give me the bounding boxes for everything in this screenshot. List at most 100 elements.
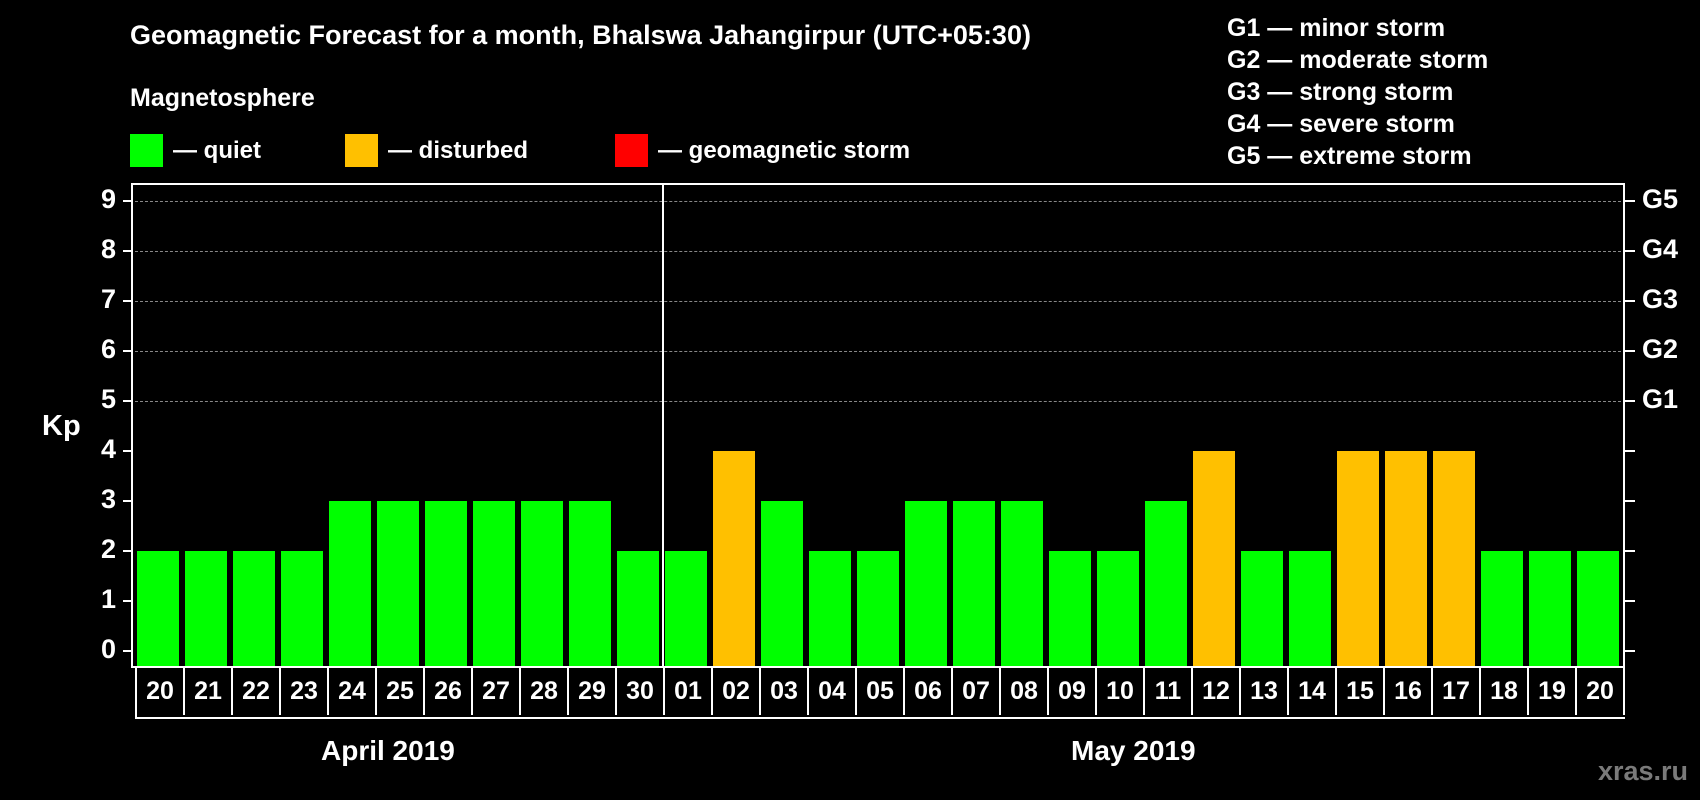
y-tick-mark-right xyxy=(1625,500,1635,502)
y-tick-mark-right xyxy=(1625,450,1635,452)
day-label: 18 xyxy=(1481,667,1529,715)
g-scale-tick-label: G4 xyxy=(1642,234,1679,264)
grid-line xyxy=(135,201,1621,202)
grid-line xyxy=(135,251,1621,252)
y-tick-label: 6 xyxy=(100,334,116,364)
day-label: 30 xyxy=(617,667,665,715)
day-label: 04 xyxy=(809,667,857,715)
g-scale-legend: G1 — minor storm G2 — moderate storm G3 … xyxy=(1227,12,1488,172)
g-scale-tick-label: G3 xyxy=(1642,284,1679,314)
bar-quiet xyxy=(425,501,467,666)
y-tick-mark-right xyxy=(1625,600,1635,602)
day-label: 10 xyxy=(1097,667,1145,715)
month-label-april: April 2019 xyxy=(321,735,455,766)
day-label: 29 xyxy=(569,667,617,715)
bar-quiet xyxy=(809,551,851,666)
y-tick-mark-right xyxy=(1625,650,1635,652)
y-tick-label: 2 xyxy=(100,534,116,564)
y-tick-mark xyxy=(123,300,131,302)
bar-disturbed xyxy=(713,451,755,666)
bar-quiet xyxy=(1577,551,1619,666)
day-label: 28 xyxy=(521,667,569,715)
y-axis-label: Kp xyxy=(42,410,81,442)
day-label: 25 xyxy=(377,667,425,715)
y-tick-label: 1 xyxy=(100,584,116,614)
bar-quiet xyxy=(761,501,803,666)
bar-quiet xyxy=(857,551,899,666)
y-tick-mark-right xyxy=(1625,550,1635,552)
bar-quiet xyxy=(281,551,323,666)
day-label: 19 xyxy=(1529,667,1577,715)
legend-label-storm: — geomagnetic storm xyxy=(658,136,911,164)
day-label: 20 xyxy=(1577,667,1625,715)
day-label: 12 xyxy=(1193,667,1241,715)
y-tick-mark xyxy=(123,250,131,252)
g-scale-item: G1 — minor storm xyxy=(1227,14,1446,42)
day-label: 27 xyxy=(473,667,521,715)
bar-quiet xyxy=(1241,551,1283,666)
day-label: 17 xyxy=(1433,667,1481,715)
g-scale-item: G3 — strong storm xyxy=(1227,78,1454,106)
day-label: 22 xyxy=(233,667,281,715)
y-tick-mark xyxy=(123,450,131,452)
y-tick-label: 3 xyxy=(100,484,116,514)
bar-disturbed xyxy=(1385,451,1427,666)
bar-quiet xyxy=(1529,551,1571,666)
day-label: 06 xyxy=(905,667,953,715)
y-tick-label: 7 xyxy=(100,284,116,314)
y-tick-mark-right xyxy=(1625,400,1635,402)
month-divider xyxy=(662,183,664,668)
bar-quiet xyxy=(185,551,227,666)
disturbed-swatch-icon xyxy=(345,134,378,167)
legend-item-disturbed: — disturbed xyxy=(345,134,528,167)
legend-item-quiet: — quiet xyxy=(130,134,261,167)
day-label: 03 xyxy=(761,667,809,715)
day-label: 09 xyxy=(1049,667,1097,715)
bar-disturbed xyxy=(1337,451,1379,666)
bar-quiet xyxy=(521,501,563,666)
day-label: 02 xyxy=(713,667,761,715)
y-tick-label: 5 xyxy=(100,384,116,414)
y-tick-label: 0 xyxy=(100,634,116,664)
day-label: 23 xyxy=(281,667,329,715)
g-scale-tick-label: G2 xyxy=(1642,334,1679,364)
bar-disturbed xyxy=(1193,451,1235,666)
g-scale-tick-label: G1 xyxy=(1642,384,1679,414)
bar-quiet xyxy=(1097,551,1139,666)
day-label: 20 xyxy=(137,667,185,715)
y-tick-mark-right xyxy=(1625,300,1635,302)
bar-quiet xyxy=(233,551,275,666)
grid-line xyxy=(135,301,1621,302)
legend-subtitle: Magnetosphere xyxy=(130,84,315,112)
bar-quiet xyxy=(953,501,995,666)
bar-quiet xyxy=(1145,501,1187,666)
day-label: 26 xyxy=(425,667,473,715)
bar-quiet xyxy=(1481,551,1523,666)
y-tick-mark xyxy=(123,550,131,552)
storm-swatch-icon xyxy=(615,134,648,167)
bar-quiet xyxy=(1289,551,1331,666)
y-tick-mark xyxy=(123,200,131,202)
day-label: 07 xyxy=(953,667,1001,715)
day-label: 08 xyxy=(1001,667,1049,715)
y-tick-mark-right xyxy=(1625,250,1635,252)
bar-quiet xyxy=(617,551,659,666)
g-scale-item: G5 — extreme storm xyxy=(1227,142,1472,170)
bar-quiet xyxy=(569,501,611,666)
day-label: 24 xyxy=(329,667,377,715)
day-label: 16 xyxy=(1385,667,1433,715)
bar-quiet xyxy=(1001,501,1043,666)
bar-quiet xyxy=(137,551,179,666)
legend-label-quiet: — quiet xyxy=(173,136,261,164)
y-tick-mark xyxy=(123,500,131,502)
y-tick-mark xyxy=(123,350,131,352)
y-tick-mark-right xyxy=(1625,350,1635,352)
y-tick-mark xyxy=(123,650,131,652)
day-label: 21 xyxy=(185,667,233,715)
bar-quiet xyxy=(377,501,419,666)
chart-title: Geomagnetic Forecast for a month, Bhalsw… xyxy=(130,20,1031,50)
g-scale-item: G4 — severe storm xyxy=(1227,110,1455,138)
plot-area xyxy=(131,183,1625,668)
day-label: 01 xyxy=(665,667,713,715)
day-label: 11 xyxy=(1145,667,1193,715)
